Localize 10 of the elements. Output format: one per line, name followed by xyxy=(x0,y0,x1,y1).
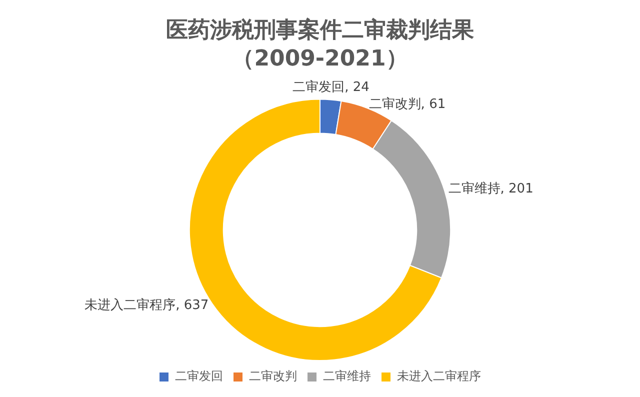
legend-label: 二审维持 xyxy=(323,369,371,384)
legend-label: 未进入二审程序 xyxy=(397,369,481,384)
legend-label: 二审发回 xyxy=(175,369,223,384)
chart-title: 医药涉税刑事案件二审裁判结果 xyxy=(166,16,475,43)
data-label: 二审维持, 201 xyxy=(448,180,534,196)
data-label: 二审发回, 24 xyxy=(292,79,370,96)
data-label: 未进入二审程序, 637 xyxy=(84,296,209,313)
legend-label: 二审改判 xyxy=(249,369,297,384)
chart-subtitle: （2009-2021） xyxy=(232,46,408,72)
data-label: 二审改判, 61 xyxy=(368,96,446,112)
